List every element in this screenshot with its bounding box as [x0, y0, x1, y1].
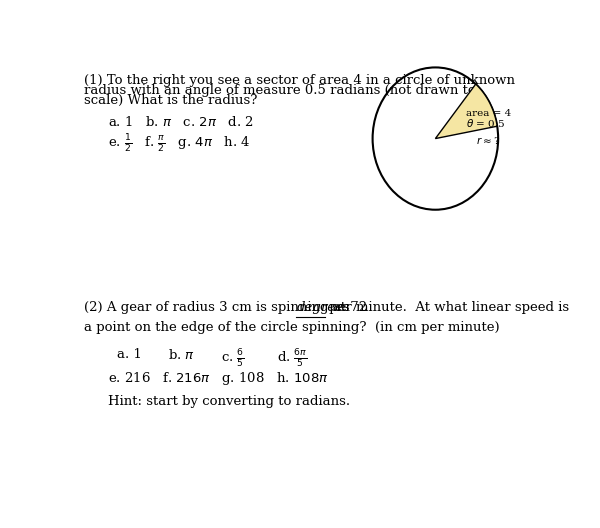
- Polygon shape: [436, 84, 497, 138]
- Text: per minute.  At what linear speed is: per minute. At what linear speed is: [325, 301, 569, 314]
- Text: a. 1: a. 1: [117, 348, 142, 361]
- Text: radius with an angle of measure 0.5 radians (not drawn to: radius with an angle of measure 0.5 radi…: [84, 84, 476, 97]
- Text: e. $\frac{1}{2}$   f. $\frac{\pi}{2}$   g. $4\pi$   h. 4: e. $\frac{1}{2}$ f. $\frac{\pi}{2}$ g. $…: [107, 133, 250, 155]
- Text: Hint: start by converting to radians.: Hint: start by converting to radians.: [107, 395, 350, 408]
- Text: a point on the edge of the circle spinning?  (in cm per minute): a point on the edge of the circle spinni…: [84, 320, 500, 334]
- Text: $\theta$ = 0.5: $\theta$ = 0.5: [466, 117, 505, 129]
- Text: area = 4: area = 4: [466, 109, 511, 118]
- Text: degrees: degrees: [296, 301, 350, 314]
- Text: (2) A gear of radius 3 cm is spinning at 72: (2) A gear of radius 3 cm is spinning at…: [84, 301, 371, 314]
- Text: scale) What is the radius?: scale) What is the radius?: [84, 94, 257, 107]
- Text: e. 216   f. $216\pi$   g. 108   h. $108\pi$: e. 216 f. $216\pi$ g. 108 h. $108\pi$: [107, 370, 328, 388]
- Text: c. $\frac{6}{5}$: c. $\frac{6}{5}$: [221, 348, 245, 370]
- Text: (1) To the right you see a sector of area 4 in a circle of unknown: (1) To the right you see a sector of are…: [84, 73, 515, 87]
- Text: $r \approx$?: $r \approx$?: [476, 135, 500, 146]
- Text: b. $\pi$: b. $\pi$: [168, 348, 195, 362]
- Text: a. 1   b. $\pi$   c. $2\pi$   d. 2: a. 1 b. $\pi$ c. $2\pi$ d. 2: [107, 116, 253, 129]
- Text: d. $\frac{6\pi}{5}$: d. $\frac{6\pi}{5}$: [277, 348, 308, 370]
